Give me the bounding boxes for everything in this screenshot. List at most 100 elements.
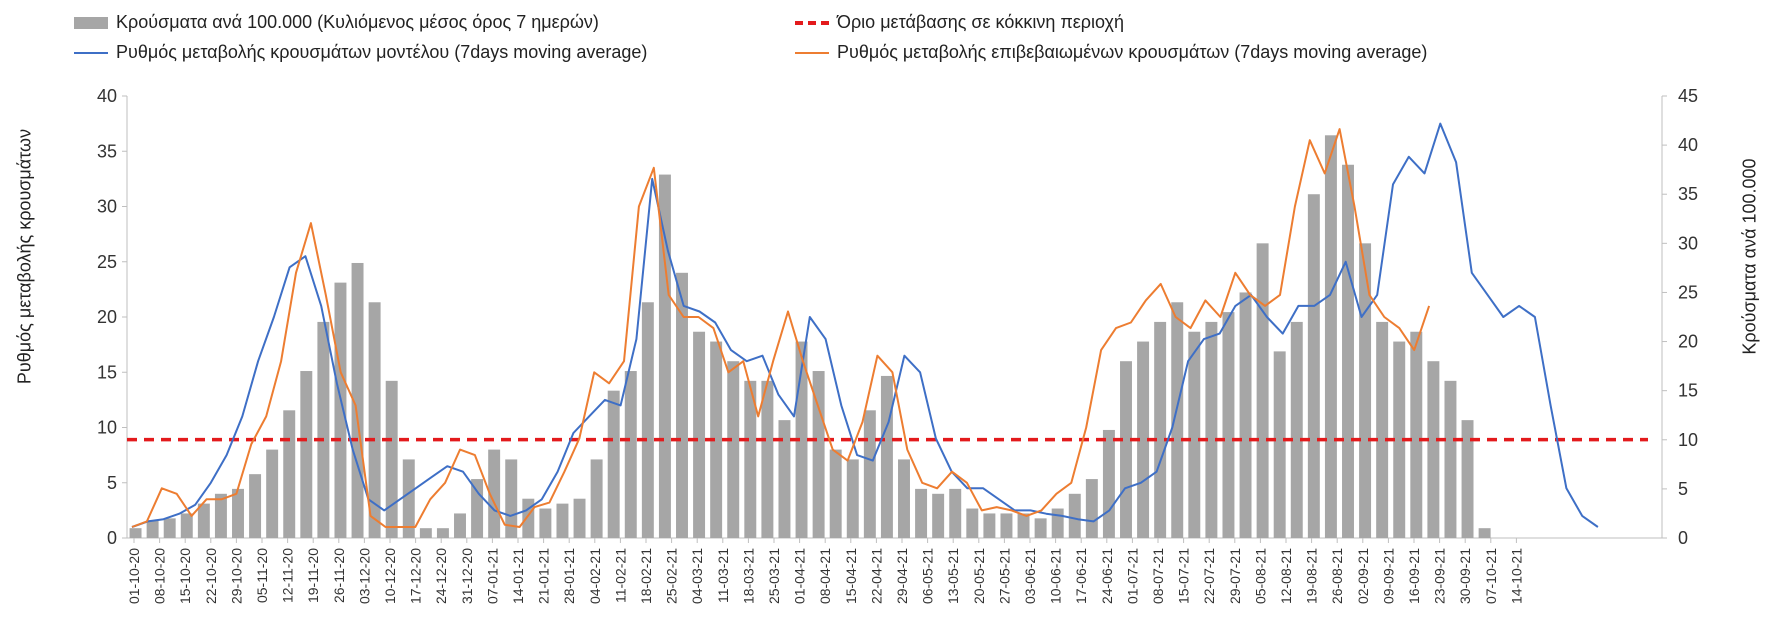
x-tick-label: 09-09-21: [1380, 548, 1396, 604]
x-tick-label: 29-10-20: [228, 548, 244, 604]
x-tick-label: 19-08-21: [1304, 548, 1320, 604]
y2-tick-label: 5: [1678, 479, 1688, 499]
legend-confirmed-label: Ρυθμός μεταβολής επιβεβαιωμένων κρουσμάτ…: [837, 42, 1428, 62]
bar: [488, 449, 501, 538]
legend-threshold-swatch: [795, 20, 829, 25]
bar: [778, 420, 791, 538]
y2-tick-label: 10: [1678, 430, 1698, 450]
bar: [368, 302, 381, 538]
x-tick-label: 27-05-21: [996, 548, 1012, 604]
bar: [129, 528, 142, 538]
bar: [1359, 243, 1372, 539]
x-tick-label: 17-06-21: [1073, 548, 1089, 604]
bar: [1051, 508, 1064, 538]
y-tick-label: 30: [97, 197, 117, 217]
bar: [419, 528, 432, 538]
x-tick-label: 26-08-21: [1329, 548, 1345, 604]
x-tick-label: 10-12-20: [382, 548, 398, 604]
bar: [863, 410, 876, 538]
bar: [1017, 513, 1030, 538]
x-tick-label: 03-06-21: [1022, 548, 1038, 604]
bar: [539, 508, 552, 538]
x-tick-label: 01-07-21: [1124, 548, 1140, 604]
bar: [795, 341, 808, 538]
bar: [266, 449, 279, 538]
y2-tick-label: 20: [1678, 332, 1698, 352]
x-tick-label: 05-11-20: [254, 548, 270, 603]
legend-model-swatch: [74, 51, 108, 54]
bar: [471, 479, 484, 538]
bar: [1461, 420, 1474, 538]
bar: [1273, 351, 1286, 538]
bar: [710, 341, 723, 538]
x-tick-label: 08-07-21: [1150, 548, 1166, 604]
bar: [1393, 341, 1406, 538]
bar: [385, 380, 398, 538]
bar: [232, 488, 244, 538]
x-tick-label: 24-06-21: [1099, 548, 1115, 604]
bar: [607, 390, 620, 538]
legend-model: Ρυθμός μεταβολής κρουσμάτων μοντέλου (7d…: [74, 42, 647, 63]
bar: [214, 493, 227, 538]
bar: [932, 493, 945, 538]
x-tick-label: 17-12-20: [408, 548, 424, 604]
bar: [812, 371, 825, 538]
x-tick-label: 07-01-21: [484, 548, 500, 604]
bar: [1410, 331, 1423, 538]
y2-tick-label: 40: [1678, 135, 1698, 155]
x-tick-label: 16-09-21: [1406, 548, 1422, 604]
bar: [436, 528, 449, 538]
y-tick-label: 20: [97, 307, 117, 327]
bar: [624, 371, 637, 538]
bar: [693, 331, 706, 538]
bar: [1188, 331, 1201, 538]
bar: [1444, 380, 1457, 538]
x-tick-label: 03-12-20: [356, 548, 372, 604]
bar: [197, 503, 210, 538]
bar: [727, 361, 740, 538]
x-tick-label: 15-10-20: [177, 548, 193, 604]
x-tick-label: 02-09-21: [1355, 548, 1371, 604]
bar: [1427, 361, 1440, 538]
legend-bars-label: Κρούσματα ανά 100.000 (Κυλιόμενος μέσος …: [116, 12, 599, 32]
y2-tick-label: 0: [1678, 528, 1688, 548]
x-tick-label: 26-11-20: [331, 548, 347, 603]
bar: [1324, 135, 1337, 539]
x-tick-label: 30-09-21: [1457, 548, 1473, 604]
y-tick-label: 35: [97, 141, 117, 161]
bar: [283, 410, 296, 538]
x-tick-label: 21-01-21: [536, 548, 552, 604]
bar: [163, 518, 176, 538]
legend-threshold-label: Όριο μετάβασης σε κόκκινη περιοχή: [837, 12, 1125, 32]
bar: [1154, 321, 1167, 538]
bar: [1222, 312, 1235, 538]
x-tick-label: 11-02-21: [612, 548, 628, 603]
x-tick-label: 22-04-21: [868, 548, 884, 604]
x-tick-label: 13-05-21: [945, 548, 961, 604]
legend-model-label: Ρυθμός μεταβολής κρουσμάτων μοντέλου (7d…: [116, 42, 648, 62]
bar: [1478, 528, 1491, 538]
x-tick-label: 12-08-21: [1278, 548, 1294, 604]
series-line-confirmed: [131, 128, 1431, 528]
x-tick-label: 04-02-21: [587, 548, 603, 604]
x-tick-label: 15-07-21: [1176, 548, 1192, 604]
bar: [180, 513, 193, 538]
bar: [522, 498, 535, 538]
x-tick-label: 05-08-21: [1252, 548, 1268, 604]
x-tick-label: 10-06-21: [1048, 548, 1064, 604]
bar: [898, 459, 910, 538]
bar: [949, 488, 962, 538]
legend-threshold: Όριο μετάβασης σε κόκκινη περιοχή: [795, 12, 1124, 33]
y2-tick-label: 30: [1678, 233, 1698, 253]
bar: [1307, 194, 1320, 538]
bar: [676, 272, 688, 538]
bar: [300, 371, 313, 538]
x-tick-label: 11-03-21: [715, 548, 731, 603]
x-tick-label: 12-11-20: [280, 548, 296, 603]
x-tick-label: 08-10-20: [152, 548, 168, 604]
bar: [1120, 361, 1132, 538]
x-tick-label: 25-03-21: [766, 548, 782, 604]
x-tick-label: 29-07-21: [1227, 548, 1243, 604]
bar: [1342, 164, 1354, 538]
